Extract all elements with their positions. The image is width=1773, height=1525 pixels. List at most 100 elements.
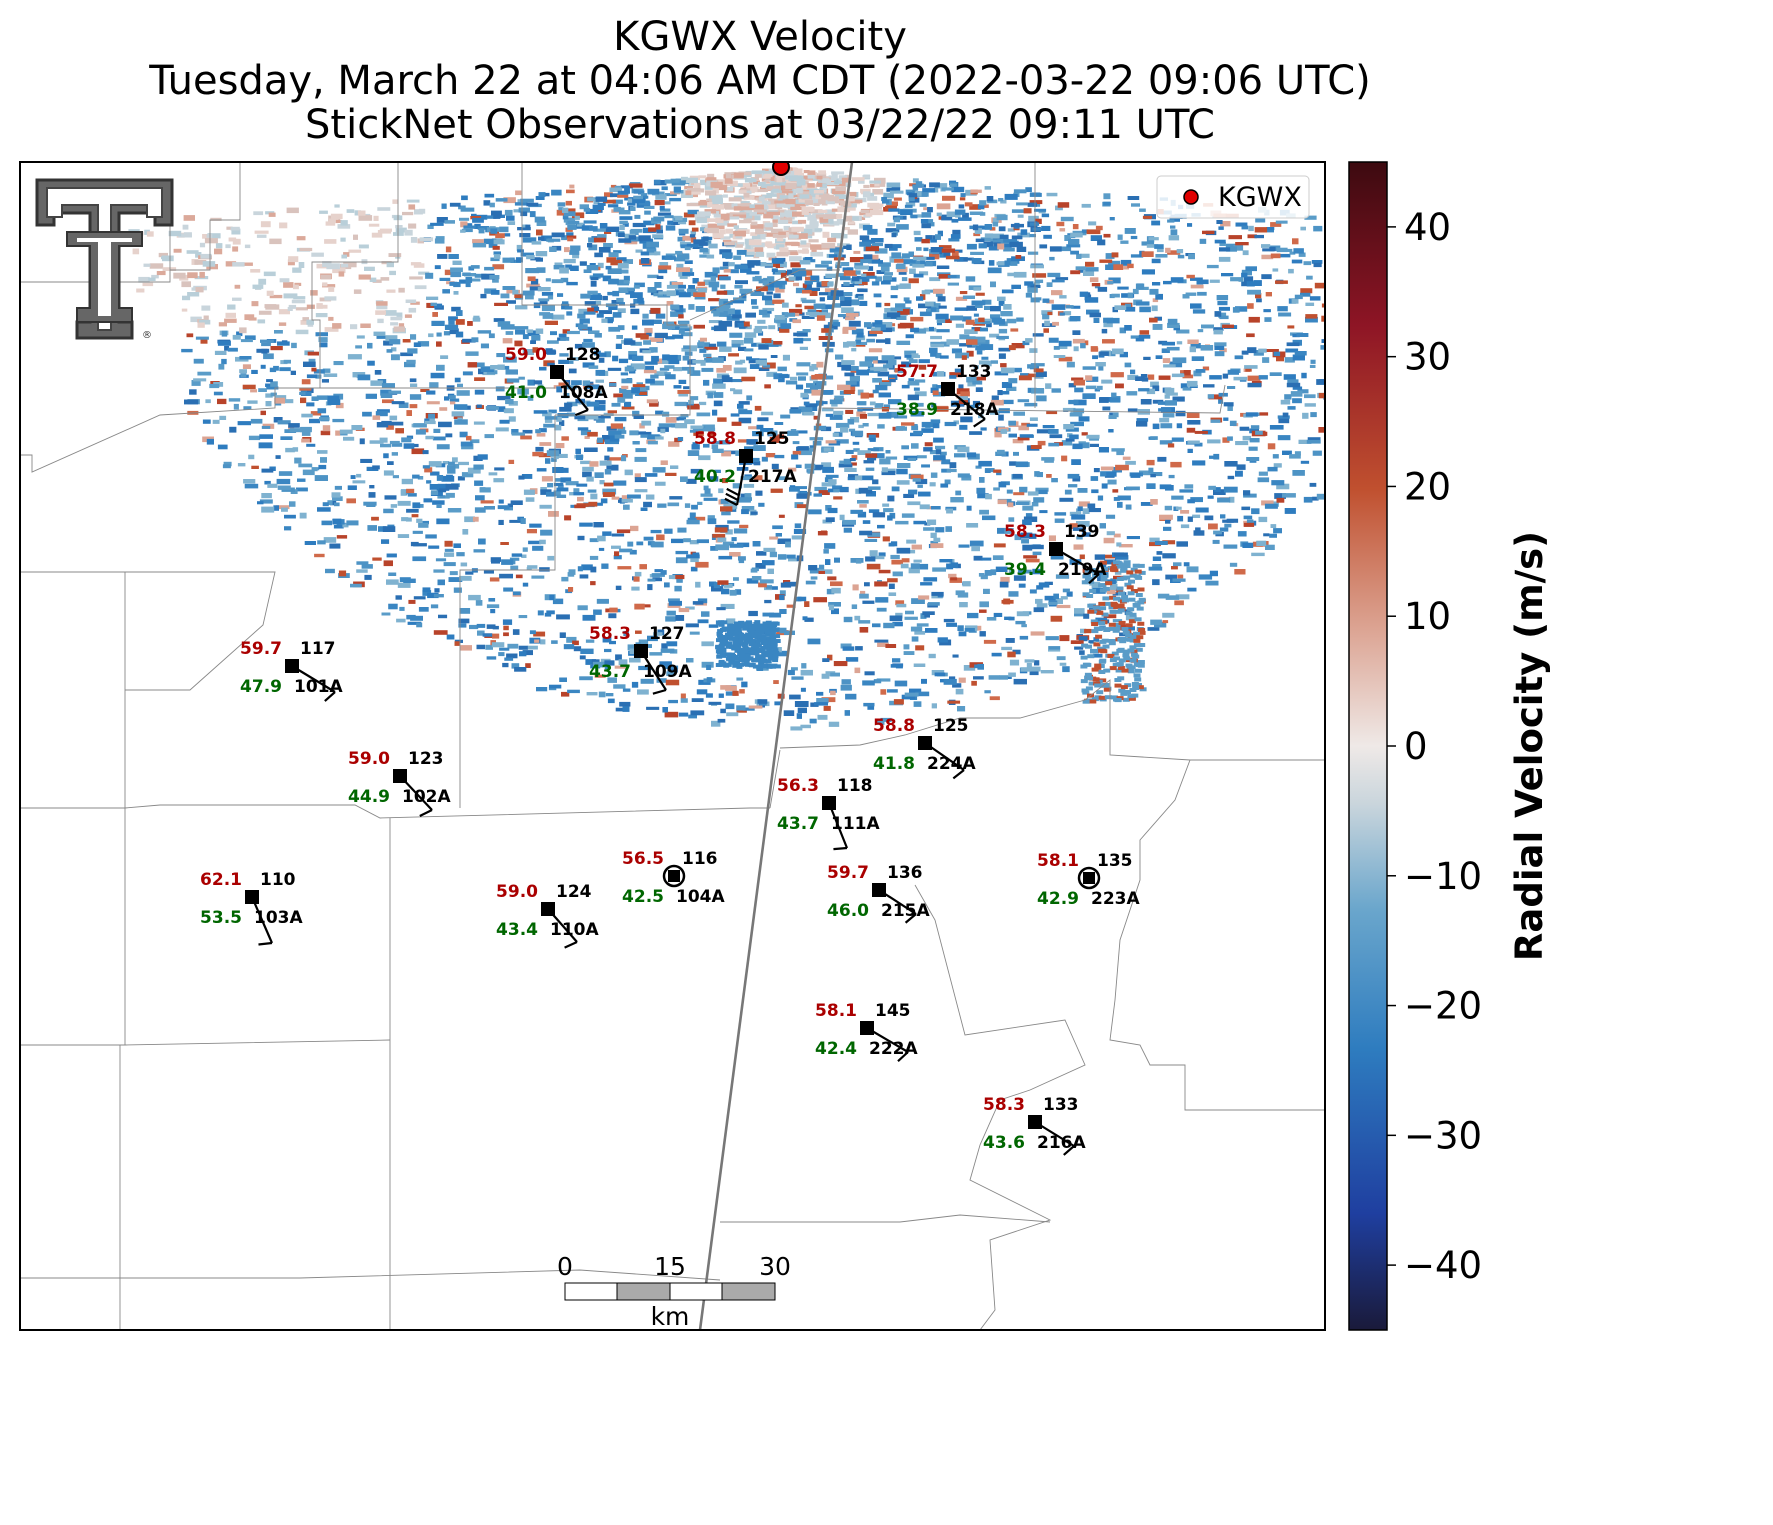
station-109A[interactable]: 58.3 127 43.7 109A — [589, 624, 692, 695]
station-dewpoint: 42.9 — [1037, 889, 1079, 909]
station-102A[interactable]: 59.0 123 44.9 102A — [348, 749, 451, 817]
station-wind-direction: 139 — [1064, 522, 1100, 542]
colorbar-tick-label: 40 — [1404, 206, 1451, 249]
station-id: 111A — [831, 814, 880, 834]
colorbar: 40 30 20 10 0 −10 −20 −30 −40 Radial Velocity (m… — [1348, 161, 1551, 1331]
colorbar-tick-label: 20 — [1404, 465, 1451, 508]
station-223A[interactable]: 58.1 135 42.9 223A — [1037, 851, 1140, 909]
station-wind-direction: 117 — [300, 639, 336, 659]
station-id: 218A — [950, 400, 999, 420]
station-wind-direction: 125 — [754, 429, 790, 449]
station-temperature: 62.1 — [200, 870, 242, 890]
station-104A[interactable]: 56.5 116 42.5 104A — [622, 849, 725, 907]
station-marker — [541, 902, 555, 916]
station-temperature: 58.3 — [983, 1095, 1025, 1115]
station-temperature: 58.8 — [694, 429, 736, 449]
calm-wind-icon — [1077, 866, 1101, 890]
station-id: 219A — [1058, 560, 1107, 580]
station-dewpoint: 40.2 — [694, 467, 736, 487]
station-224A[interactable]: 58.8 125 41.8 224A — [873, 716, 976, 780]
map-area[interactable]: 59.0 128 41.0 108A 57.7 133 38.9 218A 58.8 125 40.… — [20, 159, 1447, 1330]
station-103A[interactable]: 62.1 110 53.5 103A — [200, 870, 303, 946]
station-id: 109A — [643, 662, 692, 682]
station-marker — [550, 365, 564, 379]
station-id: 108A — [559, 383, 608, 403]
station-dewpoint: 38.9 — [896, 400, 938, 420]
station-id: 110A — [550, 920, 599, 940]
station-temperature: 58.1 — [815, 1001, 857, 1021]
station-wind-direction: 116 — [682, 849, 718, 869]
station-108A[interactable]: 59.0 128 41.0 108A — [505, 345, 608, 417]
station-110A[interactable]: 59.0 124 43.4 110A — [496, 882, 599, 949]
station-temperature: 57.7 — [896, 362, 938, 382]
station-marker — [245, 890, 259, 904]
texas-tech-logo: ® — [35, 178, 174, 341]
station-marker — [1083, 872, 1095, 884]
station-217A[interactable]: 58.8 125 40.2 217A — [694, 429, 797, 506]
station-111A[interactable]: 56.3 118 43.7 111A — [777, 776, 880, 851]
colorbar-tick-label: −30 — [1404, 1114, 1482, 1157]
station-marker — [634, 644, 648, 658]
station-marker — [872, 883, 886, 897]
station-marker — [668, 870, 680, 882]
station-wind-direction: 118 — [837, 776, 873, 796]
sticknet-stations: 59.0 128 41.0 108A 57.7 133 38.9 218A 58.8 125 40.… — [200, 345, 1140, 1156]
station-wind-direction: 133 — [956, 362, 992, 382]
legend: KGWX — [1156, 175, 1310, 219]
station-marker — [393, 769, 407, 783]
legend-label: KGWX — [1218, 182, 1302, 213]
title-line-3: StickNet Observations at 03/22/22 09:11 … — [305, 102, 1215, 148]
station-dewpoint: 46.0 — [827, 901, 869, 921]
station-marker — [739, 449, 753, 463]
station-219A[interactable]: 58.3 139 39.4 219A — [1004, 522, 1107, 585]
station-dewpoint: 41.0 — [505, 383, 547, 403]
station-dewpoint: 47.9 — [240, 677, 282, 697]
highway-line — [698, 162, 854, 1330]
station-wind-direction: 136 — [887, 863, 923, 883]
title-line-1: KGWX Velocity — [613, 14, 907, 60]
station-id: 102A — [402, 787, 451, 807]
station-101A[interactable]: 59.7 117 47.9 101A — [240, 639, 343, 702]
station-dewpoint: 39.4 — [1004, 560, 1046, 580]
station-218A[interactable]: 57.7 133 38.9 218A — [896, 362, 999, 428]
colorbar-tick-label: 30 — [1404, 336, 1451, 379]
station-id: 101A — [294, 677, 343, 697]
station-temperature: 59.0 — [348, 749, 390, 769]
station-dewpoint: 43.4 — [496, 920, 538, 940]
station-wind-direction: 127 — [649, 624, 685, 644]
scale-bar: 0 15 30 km — [557, 1252, 791, 1331]
station-temperature: 59.7 — [827, 863, 869, 883]
station-temperature: 58.1 — [1037, 851, 1079, 871]
station-222A[interactable]: 58.1 145 42.4 222A — [815, 1001, 918, 1063]
station-wind-direction: 128 — [565, 345, 601, 365]
station-215A[interactable]: 59.7 136 46.0 215A — [827, 863, 930, 924]
kgwx-radar-site-marker[interactable] — [772, 159, 790, 176]
station-dewpoint: 44.9 — [348, 787, 390, 807]
station-temperature: 56.5 — [622, 849, 664, 869]
station-temperature: 59.0 — [505, 345, 547, 365]
scale-tick-15: 15 — [654, 1252, 686, 1281]
station-dewpoint: 41.8 — [873, 754, 915, 774]
station-wind-direction: 123 — [408, 749, 444, 769]
station-marker — [285, 659, 299, 673]
scale-tick-0: 0 — [557, 1252, 573, 1281]
station-marker — [1028, 1115, 1042, 1129]
station-temperature: 59.7 — [240, 639, 282, 659]
scale-tick-30: 30 — [759, 1252, 791, 1281]
station-id: 103A — [254, 908, 303, 928]
station-216A[interactable]: 58.3 133 43.6 216A — [983, 1095, 1086, 1156]
station-dewpoint: 43.6 — [983, 1133, 1025, 1153]
station-marker — [918, 736, 932, 750]
station-dewpoint: 43.7 — [589, 662, 631, 682]
station-marker — [1049, 542, 1063, 556]
station-marker — [941, 382, 955, 396]
station-wind-direction: 124 — [556, 882, 592, 902]
map-frame — [19, 161, 1326, 1331]
county-boundaries — [20, 162, 1325, 1330]
station-dewpoint: 42.4 — [815, 1039, 857, 1059]
station-wind-direction: 133 — [1043, 1095, 1079, 1115]
station-marker — [860, 1021, 874, 1035]
station-wind-direction: 135 — [1097, 851, 1133, 871]
colorbar-tick-label: −20 — [1404, 985, 1482, 1028]
